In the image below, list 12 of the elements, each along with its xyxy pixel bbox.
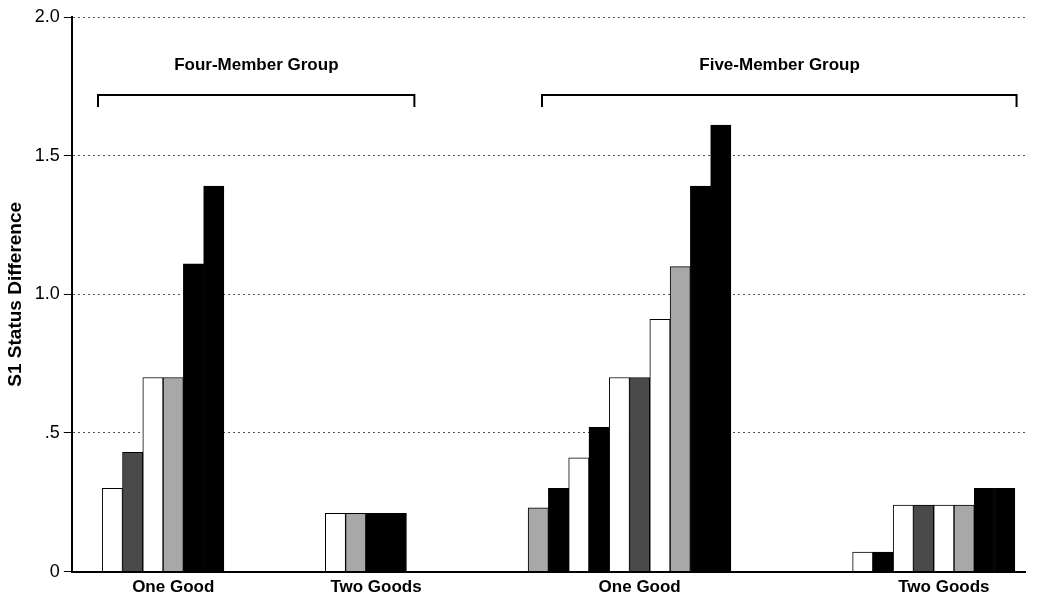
annotation: Five-Member Group bbox=[699, 55, 860, 75]
y-tick-label: 1.5 bbox=[34, 144, 60, 165]
x-tick-label: Two Goods bbox=[330, 577, 422, 597]
x-tick-label: One Good bbox=[132, 577, 215, 597]
y-tick-label: 1.0 bbox=[34, 283, 60, 304]
x-tick-label: One Good bbox=[598, 577, 681, 597]
y-tick-label: 0 bbox=[49, 560, 60, 581]
y-axis-title: S1 Status Difference bbox=[3, 201, 25, 387]
x-tick-label: Two Goods bbox=[898, 577, 990, 597]
y-tick-label: .5 bbox=[44, 421, 60, 442]
annotation: Four-Member Group bbox=[174, 55, 339, 75]
y-tick-label: 2.0 bbox=[34, 5, 60, 26]
